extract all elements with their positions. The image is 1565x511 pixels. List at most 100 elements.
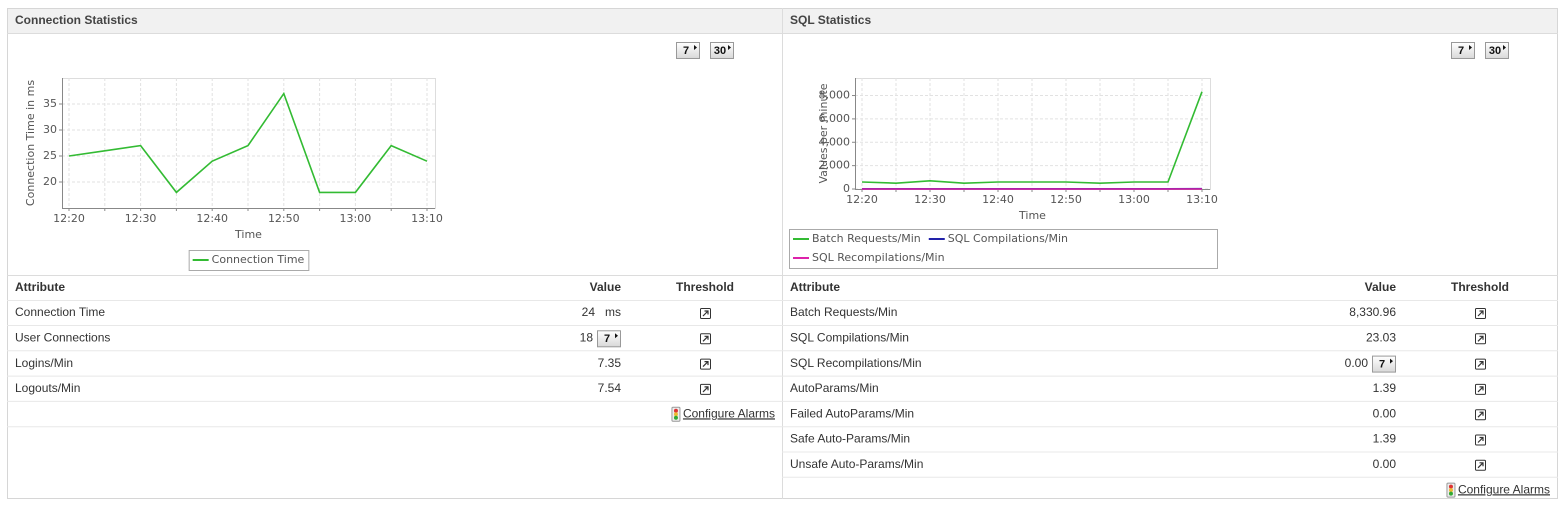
threshold-icon[interactable] — [700, 308, 711, 319]
x-tick-label: 12:20 — [53, 212, 85, 225]
attribute-name: Batch Requests/Min — [790, 305, 897, 319]
configure-alarms-link[interactable]: Configure Alarms — [683, 406, 775, 420]
button-label: 30 — [714, 45, 726, 57]
threshold-icon[interactable] — [700, 333, 711, 345]
threshold-icon[interactable] — [1475, 358, 1486, 370]
attribute-name: User Connections — [15, 330, 110, 344]
y-tick-label: 20 — [43, 175, 57, 188]
legend-item: SQL Recompilations/Min — [793, 251, 945, 264]
threshold-icon[interactable] — [1475, 459, 1486, 471]
legend: Batch Requests/Min SQL Compilations/MinSQ… — [789, 229, 1218, 269]
y-axis-label: Values per minute — [817, 83, 830, 183]
configure-alarms-link[interactable]: Configure Alarms — [1458, 482, 1550, 496]
legend-label: Connection Time — [212, 253, 305, 266]
threshold-icon[interactable] — [1475, 434, 1486, 446]
button-face — [710, 42, 734, 59]
button-arrow — [1390, 358, 1393, 364]
attribute-name: Safe Auto-Params/Min — [790, 432, 910, 446]
y-tick-label: 35 — [43, 97, 57, 110]
attribute-name: SQL Recompilations/Min — [790, 356, 922, 370]
x-tick-label: 13:00 — [1118, 193, 1150, 206]
button-arrow — [694, 45, 697, 50]
y-tick-label: 0 — [843, 182, 850, 195]
value-unit: ms — [605, 305, 621, 319]
button-face — [1485, 42, 1509, 59]
y-tick-label: 25 — [43, 149, 57, 162]
x-tick-label: 13:00 — [340, 212, 372, 225]
attribute-name: Connection Time — [15, 305, 105, 319]
series-line — [68, 91, 428, 194]
threshold-icon[interactable] — [1475, 409, 1486, 421]
period-button[interactable]: 7 — [1372, 355, 1396, 373]
period-button[interactable]: 30 — [1485, 42, 1509, 59]
attribute-value: 0.00 — [1345, 356, 1369, 370]
attribute-value: 8,330.96 — [1349, 305, 1396, 319]
attribute-value: 1.39 — [1373, 432, 1397, 446]
x-tick-label: 12:20 — [846, 193, 878, 206]
attribute-name: Unsafe Auto-Params/Min — [790, 457, 923, 471]
button-label: 7 — [1458, 45, 1464, 57]
x-axis-label: Time — [1018, 209, 1046, 222]
icon-arrow — [1477, 310, 1484, 317]
threshold-icon[interactable] — [700, 383, 711, 395]
icon-arrow — [702, 335, 709, 342]
period-button[interactable]: 30 — [710, 42, 734, 59]
icon-green — [673, 415, 678, 420]
legend-label: SQL Compilations/Min — [948, 232, 1068, 245]
button-face — [676, 42, 700, 59]
icon-arrow — [1477, 462, 1484, 469]
column-header: Attribute — [15, 280, 65, 294]
x-tick-label: 12:50 — [268, 212, 300, 225]
period-button[interactable]: 7 — [597, 330, 621, 348]
series-line — [861, 91, 1203, 184]
period-button[interactable]: 7 — [676, 42, 700, 59]
x-tick-label: 13:10 — [411, 212, 443, 225]
attribute-value: 7.54 — [598, 381, 622, 395]
button-arrow — [1503, 45, 1506, 50]
attribute-value: 24 — [582, 305, 596, 319]
threshold-icon[interactable] — [1475, 308, 1486, 319]
legend-label: SQL Recompilations/Min — [812, 251, 945, 264]
icon-arrow — [702, 310, 709, 317]
legend-item: Connection Time — [192, 253, 305, 266]
icon-red — [673, 408, 678, 413]
column-header: Threshold — [676, 280, 734, 294]
legend-box — [789, 229, 1218, 269]
attribute-name: AutoParams/Min — [790, 381, 879, 395]
icon-arrow — [1477, 335, 1484, 342]
icon-yellow — [673, 412, 678, 417]
alarm-icon — [1446, 482, 1456, 498]
button-arrow — [615, 333, 618, 339]
icon-arrow — [1477, 436, 1484, 443]
x-tick-label: 13:10 — [1186, 193, 1218, 206]
threshold-icon[interactable] — [1475, 383, 1486, 395]
icon-green — [1448, 491, 1453, 496]
x-tick-label: 12:40 — [982, 193, 1014, 206]
column-header: Value — [1365, 280, 1397, 294]
legend-item: SQL Compilations/Min — [928, 232, 1068, 245]
button-face — [1372, 355, 1396, 373]
x-tick-label: 12:30 — [125, 212, 157, 225]
x-tick-label: 12:40 — [196, 212, 228, 225]
column-header: Attribute — [790, 280, 840, 294]
y-tick-label: 6,000 — [819, 112, 851, 125]
button-arrow — [728, 45, 731, 50]
period-button[interactable]: 7 — [1451, 42, 1475, 59]
icon-arrow — [1477, 361, 1484, 368]
threshold-icon[interactable] — [700, 358, 711, 370]
attribute-value: 18 — [580, 330, 594, 344]
threshold-icon[interactable] — [1475, 333, 1486, 345]
legend: Connection Time — [188, 250, 310, 271]
attribute-name: Logins/Min — [15, 356, 73, 370]
y-tick-label: 2,000 — [819, 159, 851, 172]
y-axis-label: Connection Time in ms — [24, 80, 37, 206]
x-tick-label: 12:30 — [914, 193, 946, 206]
panel: SQL Statistics 7 30 0 2,000 4,000 6,000 8,000 12… — [782, 13, 1558, 498]
panel-title: SQL Statistics — [790, 13, 871, 27]
y-tick-label: 30 — [43, 123, 57, 136]
y-tick-label: 4,000 — [819, 135, 851, 148]
legend-item: Batch Requests/Min — [793, 232, 921, 245]
column-header: Threshold — [1451, 280, 1509, 294]
button-label: 7 — [683, 45, 689, 57]
